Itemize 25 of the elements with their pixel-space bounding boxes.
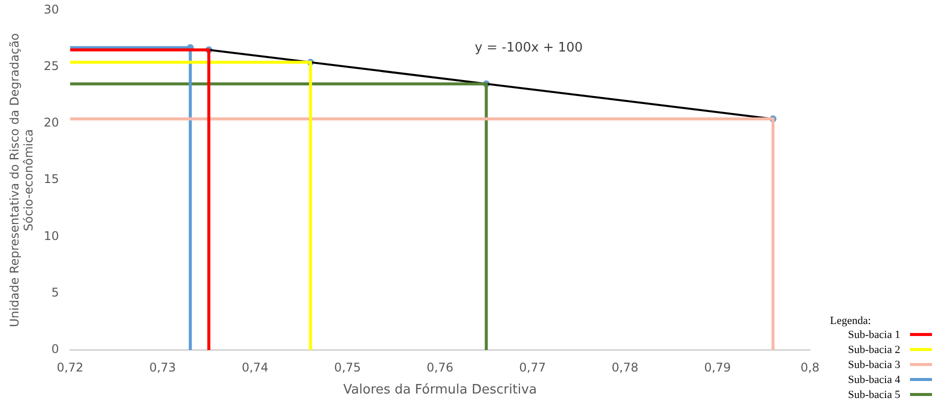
legend-label: Sub-bacia 3 [848, 358, 902, 370]
y-tick-label: 30 [44, 2, 60, 16]
legend-title: Legenda: [830, 315, 872, 327]
legend-label: Sub-bacia 2 [848, 344, 902, 356]
y-tick-label: 20 [44, 116, 60, 130]
x-axis-title: Valores da Fórmula Descritiva [343, 382, 537, 398]
x-tick-label: 0,77 [519, 360, 546, 374]
y-tick-label: 15 [44, 172, 60, 186]
y-tick-label: 25 [44, 58, 60, 73]
annotation: y = -100x + 100 [474, 40, 583, 56]
x-tick-label: 0,72 [56, 360, 84, 374]
x-tick-label: 0,8 [800, 360, 820, 374]
legend-label: Sub-bacia 4 [848, 374, 902, 386]
legend-label: Sub-bacia 1 [848, 328, 902, 340]
y-tick-label: 10 [44, 228, 60, 243]
y-tick-label: 5 [51, 285, 60, 300]
y-axis-title: Unidade Representativa do Risco da Degradação Sócio-econômica [7, 33, 36, 328]
x-tick-label: 0,78 [612, 360, 638, 374]
legend-label: Sub-bacia 5 [848, 388, 902, 400]
y-tick-label: 0 [51, 342, 60, 356]
x-tick-label: 0,73 [149, 360, 176, 374]
x-tick-label: 0,79 [704, 360, 731, 374]
x-tick-label: 0,76 [426, 360, 454, 374]
x-tick-label: 0,75 [334, 360, 361, 374]
x-tick-label: 0,74 [242, 360, 268, 374]
